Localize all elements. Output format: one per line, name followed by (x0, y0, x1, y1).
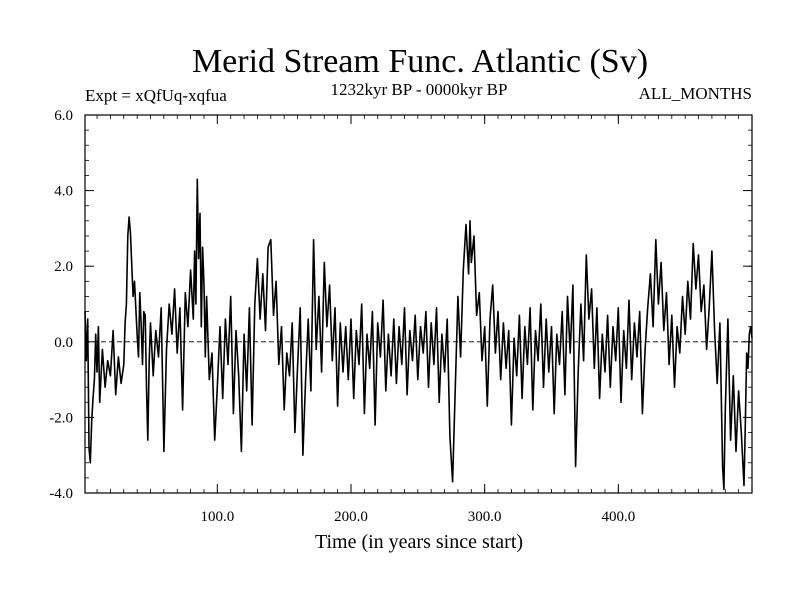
chart-title: Merid Stream Func. Atlantic (Sv) (192, 43, 648, 80)
x-tick-label: 400.0 (601, 509, 635, 525)
experiment-label: Expt = xQfUq-xqfua (85, 86, 227, 105)
y-tick-label: 4.0 (54, 184, 73, 200)
time-range-label: 1232kyr BP - 0000kyr BP (331, 80, 508, 99)
x-tick-label: 100.0 (200, 509, 234, 525)
y-tick-label: 0.0 (54, 335, 73, 351)
y-tick-label: 6.0 (54, 108, 73, 124)
series-line (84, 178, 753, 490)
x-tick-label: 300.0 (468, 509, 502, 525)
x-axis-label: Time (in years since start) (315, 531, 523, 553)
months-label: ALL_MONTHS (639, 84, 752, 103)
y-tick-label: 2.0 (54, 259, 73, 275)
y-tick-label: -4.0 (49, 486, 73, 502)
x-tick-label: 200.0 (334, 509, 368, 525)
y-tick-label: -2.0 (49, 410, 73, 426)
plot-frame (84, 114, 753, 494)
